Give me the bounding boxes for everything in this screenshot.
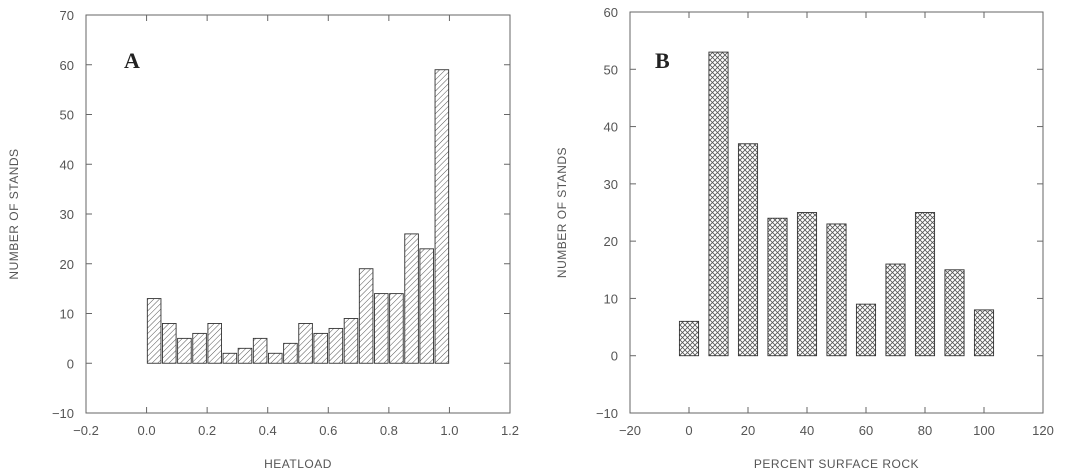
bar [222, 352, 238, 364]
x-tick-label: 0 [685, 423, 692, 438]
y-tick-labels: −10 0 10 20 30 40 50 60 70 [52, 8, 74, 421]
panel-label: A [124, 48, 140, 73]
x-axis-label: PERCENT SURFACE ROCK [754, 457, 919, 471]
bar [855, 303, 877, 357]
y-tick-label: 0 [67, 356, 74, 371]
bar [419, 248, 434, 364]
panel-label: B [655, 48, 670, 73]
y-axis-label: NUMBER OF STANDS [7, 148, 21, 279]
bar [826, 223, 847, 357]
bar [343, 318, 359, 364]
bar [767, 217, 788, 357]
bar [678, 320, 700, 357]
bar [252, 337, 268, 364]
y-tick-label: 70 [60, 8, 74, 23]
x-tick-labels: −0.2 0.0 0.2 0.4 0.6 0.8 1.0 1.2 [73, 423, 519, 438]
bar [973, 309, 995, 357]
bar [885, 263, 906, 357]
bar [298, 323, 313, 364]
bar [328, 327, 344, 364]
x-tick-label: −20 [619, 423, 641, 438]
y-tick-label: 30 [60, 207, 74, 222]
bar [283, 342, 298, 364]
y-tick-label: 20 [60, 257, 74, 272]
x-tick-label: 1.2 [501, 423, 519, 438]
bar [358, 268, 374, 364]
y-tick-label: 40 [60, 157, 74, 172]
y-tick-label: 50 [60, 108, 74, 123]
y-tick-label: 30 [604, 177, 618, 192]
bar [389, 293, 404, 364]
y-tick-label: 60 [60, 58, 74, 73]
x-tick-label: 1.0 [440, 423, 458, 438]
bar [162, 323, 177, 364]
x-tick-labels: −20 0 20 40 60 80 100 120 [619, 423, 1054, 438]
bar [192, 332, 207, 364]
x-tick-label: 0.6 [319, 423, 337, 438]
x-tick-label: 0.2 [198, 423, 216, 438]
bar [237, 347, 253, 364]
plot-frame [629, 11, 1044, 414]
x-tick-label: −0.2 [73, 423, 99, 438]
x-tick-label: 120 [1032, 423, 1054, 438]
y-axis-label: NUMBER OF STANDS [555, 147, 569, 278]
x-tick-label: 0.4 [259, 423, 277, 438]
y-tick-label: 10 [604, 291, 618, 306]
bars [146, 69, 450, 364]
bar [796, 212, 818, 357]
y-tick-label: 20 [604, 234, 618, 249]
x-tick-label: 40 [800, 423, 814, 438]
x-tick-label: 0.0 [138, 423, 156, 438]
chart-panel-a: −0.2 0.0 0.2 0.4 0.6 0.8 1.0 1.2 −10 0 10 20 30 40 50… [7, 8, 519, 471]
y-tick-label: 50 [604, 62, 618, 77]
bar [914, 212, 936, 357]
bar [708, 51, 729, 357]
x-axis-label: HEATLOAD [264, 457, 332, 471]
chart-panel-b: −20 0 20 40 60 80 100 120 −10 0 10 20 30 40 50 60 PERC… [555, 5, 1054, 471]
bar [374, 293, 389, 364]
y-tick-labels: −10 0 10 20 30 40 50 60 [596, 5, 618, 421]
y-tick-label: 60 [604, 5, 618, 20]
y-tick-label: 0 [611, 349, 618, 364]
bar [404, 233, 419, 364]
bar [177, 337, 192, 364]
x-tick-label: 60 [859, 423, 873, 438]
y-tick-label: −10 [52, 406, 74, 421]
bar [944, 269, 965, 357]
y-tick-label: −10 [596, 406, 618, 421]
bar [268, 352, 283, 364]
bars [678, 51, 995, 357]
x-tick-label: 80 [918, 423, 932, 438]
bar [313, 332, 328, 364]
x-tick-label: 0.8 [380, 423, 398, 438]
x-tick-label: 20 [741, 423, 755, 438]
tick-marks [629, 11, 1044, 414]
bar [434, 69, 450, 364]
bar [146, 298, 162, 364]
y-tick-label: 40 [604, 120, 618, 135]
bar [737, 143, 759, 357]
bar [207, 323, 222, 364]
y-tick-label: 10 [60, 307, 74, 322]
x-tick-label: 100 [973, 423, 995, 438]
tick-marks [85, 14, 511, 414]
